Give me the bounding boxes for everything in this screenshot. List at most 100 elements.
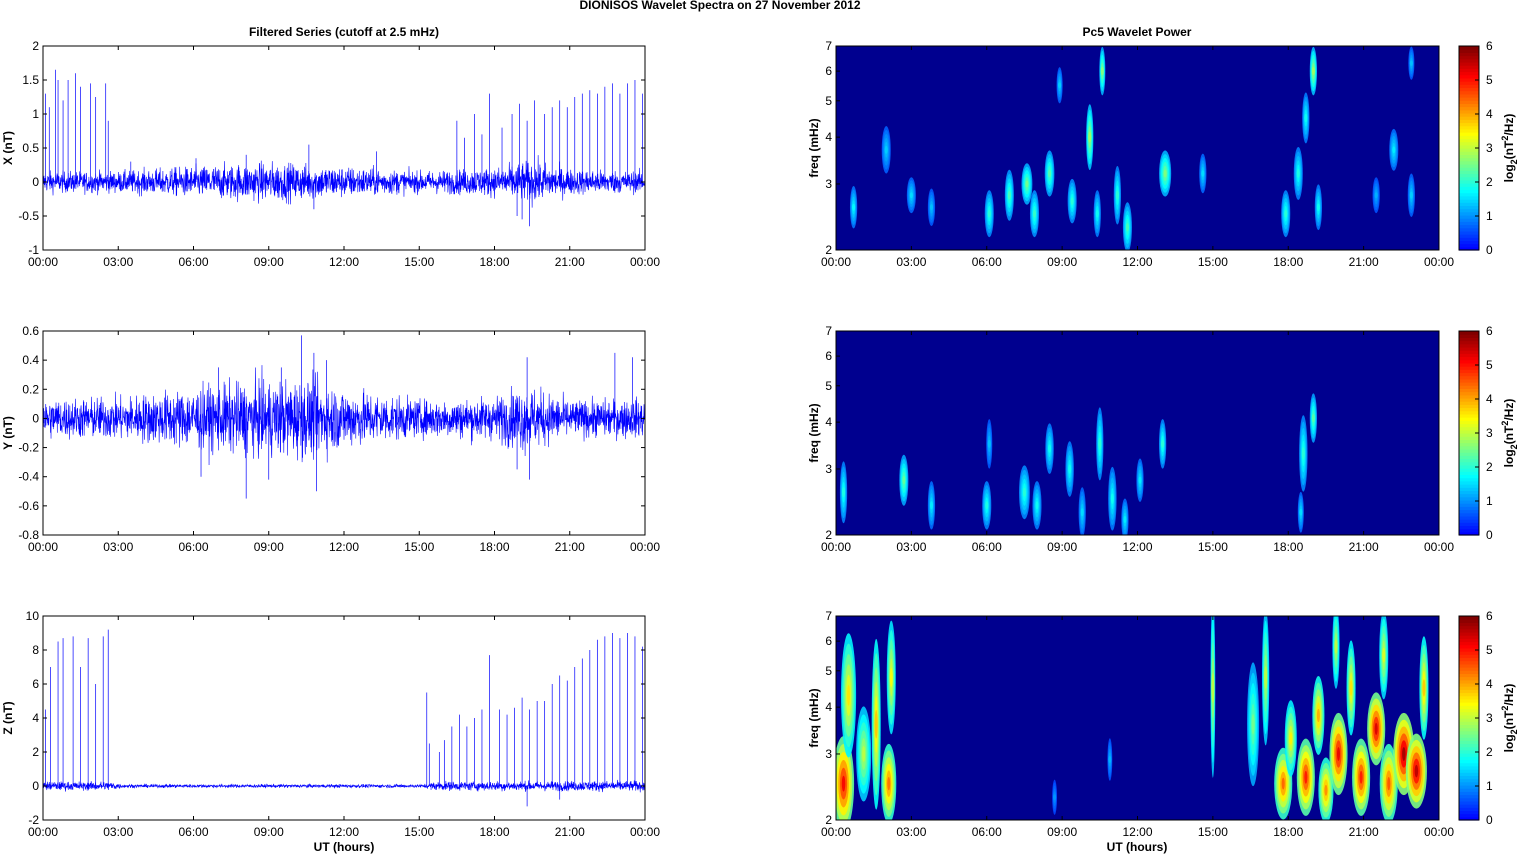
colorbar-cell [1459,65,1479,69]
power-blob [985,501,989,510]
power-blob [1108,755,1112,764]
colorbar-cell [1459,375,1479,380]
colorbar-cell [1459,407,1479,412]
colorbar-cell [1459,84,1479,89]
colorbar-cell [1459,353,1479,358]
colorbar-tick-label: 0 [1486,813,1493,827]
line-xtick-label: 15:00 [404,540,434,554]
line-xtick-label: 00:00 [630,825,660,839]
colorbar-cell [1459,635,1479,639]
colorbar-cell [1459,157,1479,162]
heatmap-blobs [849,46,1415,250]
ylabel: freq (mHz) [807,118,821,177]
colorbar-cell [1459,404,1479,409]
colorbar-tick-label: 6 [1486,39,1493,53]
line-xtick-label: 12:00 [329,255,359,269]
line-xtick-label: 00:00 [28,255,58,269]
ytick-label: 2 [32,39,39,53]
heatmap-xtick-label: 00:00 [1424,540,1454,554]
power-blob [1316,708,1320,723]
power-blob [1022,487,1026,497]
colorbar-cell [1459,788,1479,792]
colorbar-cell [1459,337,1479,342]
power-blob [1053,794,1057,801]
heatmap-xtick-label: 15:00 [1198,825,1228,839]
colorbar-cell [1459,116,1479,120]
heatmap-xtick-label: 00:00 [1424,825,1454,839]
power-blob [1058,82,1062,89]
heatmap-panel-1: 2 3 4 5 6 7 00:00 03:00 06:00 09:00 12:00 15:00 18:0… [807,39,1519,269]
colorbar-cell [1459,426,1479,431]
colorbar-cell [1459,128,1479,133]
ylabel: Y (nT) [1,416,15,450]
colorbar-cell [1459,211,1479,216]
colorbar-label: log2(nT2/Hz) [1500,399,1519,468]
colorbar-cell [1459,429,1479,434]
colorbar-cell [1459,686,1479,690]
colorbar-cell [1459,794,1479,799]
heatmap-xtick-label: 09:00 [1047,255,1077,269]
series-line [42,779,646,793]
series-line [42,365,646,466]
ytick-label: 2 [825,813,832,827]
colorbar-cell [1459,77,1479,82]
colorbar-cell [1459,509,1479,514]
colorbar-cell [1459,464,1479,469]
colorbar-tick-label: 1 [1486,209,1493,223]
colorbar-cell [1459,334,1479,338]
colorbar-cell [1459,660,1479,665]
power-blob [1048,169,1052,178]
power-blob [852,203,856,211]
colorbar-cell [1459,49,1479,53]
colorbar-cell [1459,186,1479,191]
power-blob [1422,679,1426,697]
colorbar-cell [1459,135,1479,140]
power-blob [1035,501,1039,510]
colorbar-cell [1459,369,1479,374]
ytick-label: 7 [825,609,832,623]
colorbar-cell [1459,445,1479,450]
colorbar-cell [1459,122,1479,127]
heatmap-xtick-label: 03:00 [896,255,926,269]
colorbar-cell [1459,631,1479,636]
colorbar-cell [1459,781,1479,786]
power-blob [1284,209,1288,218]
heatmap-xtick-label: 06:00 [972,825,1002,839]
colorbar-cell [1459,512,1479,517]
colorbar-cell [1459,765,1479,770]
power-blob [1296,169,1300,178]
heatmap-xtick-label: 03:00 [896,825,926,839]
colorbar-cell [1459,234,1479,238]
ytick-label: 5 [825,664,832,678]
colorbar-tick-label: 4 [1486,677,1493,691]
power-blob [1304,770,1308,784]
colorbar-cell [1459,218,1479,222]
power-blob [847,684,851,706]
colorbar-cell [1459,125,1479,130]
heatmap-xtick-label: 18:00 [1273,825,1303,839]
power-blob [1281,777,1285,790]
colorbar-cell [1459,477,1479,482]
colorbar-tick-label: 5 [1486,643,1493,657]
colorbar: 0 1 2 3 4 5 6 log2(nT2/Hz) [1458,324,1519,542]
heatmap-xtick-label: 06:00 [972,255,1002,269]
ytick-label: 6 [32,677,39,691]
colorbar-cell [1459,667,1479,671]
colorbar-cell [1459,721,1479,725]
colorbar-cell [1459,199,1479,203]
colorbar-cell [1459,778,1479,783]
power-blob [1048,444,1052,453]
power-blob [1336,747,1341,761]
colorbar-cell [1459,714,1479,719]
power-blob [987,439,991,448]
ytick-label: 0.2 [22,382,39,396]
line-xtick-label: 00:00 [630,255,660,269]
colorbar-cell [1459,356,1479,361]
power-blob [1359,770,1363,784]
colorbar-cell [1459,692,1479,697]
colorbar-cell [1459,727,1479,732]
power-blob [1007,190,1011,200]
heatmap-xtick-label: 18:00 [1273,255,1303,269]
power-blob [1088,131,1092,143]
